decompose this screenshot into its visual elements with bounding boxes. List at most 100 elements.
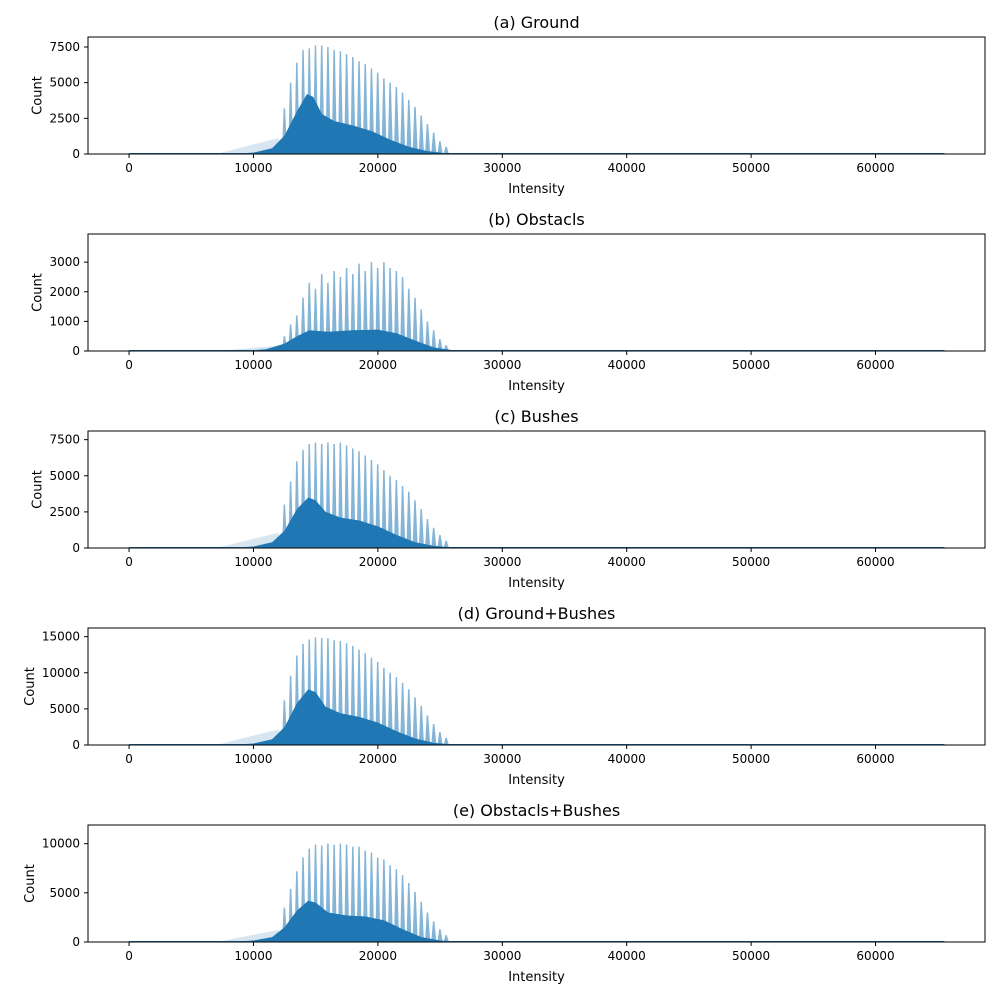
x-tick-label: 50000 [732, 949, 770, 963]
histogram-spike [443, 935, 449, 942]
histogram-spike [344, 268, 350, 351]
x-tick-label: 60000 [856, 752, 894, 766]
y-axis-label: Count [31, 76, 46, 115]
histogram-spike [437, 141, 443, 154]
plot-frame [87, 627, 986, 746]
histogram-spike [400, 485, 406, 548]
histogram-spike [393, 869, 400, 942]
chart-panel: 0 10000 20000 30000 40000 50000 60000 0 1000 2000… [31, 210, 986, 394]
x-tick-label: 10000 [234, 358, 272, 372]
histogram-spike [406, 491, 412, 548]
y-tick-label: 7500 [49, 40, 80, 54]
histogram-spike [431, 527, 437, 548]
histogram-spike [381, 262, 387, 351]
x-tick-label: 30000 [483, 358, 521, 372]
y-tick-label: 0 [72, 541, 80, 555]
x-tick-label: 20000 [359, 752, 397, 766]
histogram-spike [425, 321, 431, 351]
histogram-spike [412, 500, 418, 548]
x-tick-label: 10000 [234, 555, 272, 569]
y-axis-label: Count [31, 470, 46, 509]
y-tick-label: 5000 [49, 76, 80, 90]
x-tick-label: 60000 [856, 555, 894, 569]
x-tick-label: 50000 [732, 358, 770, 372]
y-tick-label: 10000 [42, 837, 80, 851]
x-tick-label: 50000 [732, 161, 770, 175]
histogram-dense-area [228, 900, 465, 942]
histogram-dense-area [228, 689, 459, 745]
x-axis-label: Intensity [508, 576, 565, 591]
y-tick-label: 2500 [49, 505, 80, 519]
y-tick-label: 1000 [49, 314, 80, 328]
histogram-spike [400, 276, 406, 351]
chart-panel: 0 10000 20000 30000 40000 50000 60000 0 2500 5000… [31, 407, 986, 591]
histogram-spike [412, 697, 418, 745]
chart-title: (a) Ground [493, 13, 579, 32]
histogram-spike [443, 540, 449, 548]
y-tick-label: 3000 [49, 255, 80, 269]
y-tick-label: 2500 [49, 111, 80, 125]
x-tick-label: 40000 [608, 358, 646, 372]
histogram-dense-area [228, 94, 465, 154]
y-tick-label: 0 [72, 738, 80, 752]
x-tick-label: 20000 [359, 358, 397, 372]
x-tick-label: 10000 [234, 161, 272, 175]
histogram-spike [381, 470, 387, 548]
y-axis-label: Count [31, 273, 46, 312]
x-tick-label: 0 [125, 752, 133, 766]
histogram-spike [431, 132, 437, 154]
x-tick-label: 40000 [608, 949, 646, 963]
histogram-spike [412, 297, 418, 351]
x-tick-label: 0 [125, 949, 133, 963]
x-tick-label: 50000 [732, 555, 770, 569]
histogram-spike [387, 672, 393, 745]
histogram-spike [431, 724, 437, 745]
histogram-spike [393, 271, 400, 351]
x-tick-label: 30000 [483, 555, 521, 569]
histogram-spike [400, 875, 406, 942]
histogram-dense-area [241, 329, 459, 351]
chart-panel: 0 10000 20000 30000 40000 50000 60000 0 5000 1000… [23, 604, 986, 788]
chart-panel: 0 10000 20000 30000 40000 50000 60000 0 2500 5000… [31, 13, 986, 197]
histogram-spike [356, 263, 362, 351]
histogram-spike [387, 268, 393, 351]
histogram-spike [418, 115, 425, 154]
histogram-dense-area [228, 497, 459, 548]
histogram-spike [387, 82, 393, 154]
histogram-spike [425, 124, 431, 154]
histogram-spike [418, 509, 425, 548]
histogram-spike [431, 921, 437, 942]
histogram-spike [443, 737, 449, 745]
y-axis-label: Count [23, 864, 38, 903]
x-axis-label: Intensity [508, 773, 565, 788]
histogram-spike [437, 929, 443, 942]
plot-area [88, 431, 985, 548]
histogram-spike [437, 339, 443, 351]
x-tick-label: 30000 [483, 161, 521, 175]
histogram-spike [431, 330, 437, 351]
plot-area [88, 234, 985, 351]
x-tick-label: 0 [125, 555, 133, 569]
histogram-spike [393, 480, 400, 548]
chart-title: (b) Obstacls [488, 210, 584, 229]
histogram-spike [393, 86, 400, 154]
x-tick-label: 60000 [856, 949, 894, 963]
x-tick-label: 60000 [856, 358, 894, 372]
histogram-spike [406, 99, 412, 154]
plot-frame [87, 824, 986, 943]
histogram-spike [393, 677, 400, 745]
y-tick-label: 5000 [49, 702, 80, 716]
y-tick-label: 2000 [49, 285, 80, 299]
y-tick-label: 0 [72, 147, 80, 161]
x-tick-label: 30000 [483, 752, 521, 766]
x-axis-label: Intensity [508, 182, 565, 197]
x-tick-label: 40000 [608, 555, 646, 569]
chart-title: (c) Bushes [494, 407, 578, 426]
histogram-spike [406, 288, 412, 351]
y-tick-label: 5000 [49, 886, 80, 900]
x-axis-label: Intensity [508, 970, 565, 985]
x-tick-label: 30000 [483, 949, 521, 963]
y-tick-label: 15000 [42, 630, 80, 644]
histogram-spike [369, 262, 375, 351]
